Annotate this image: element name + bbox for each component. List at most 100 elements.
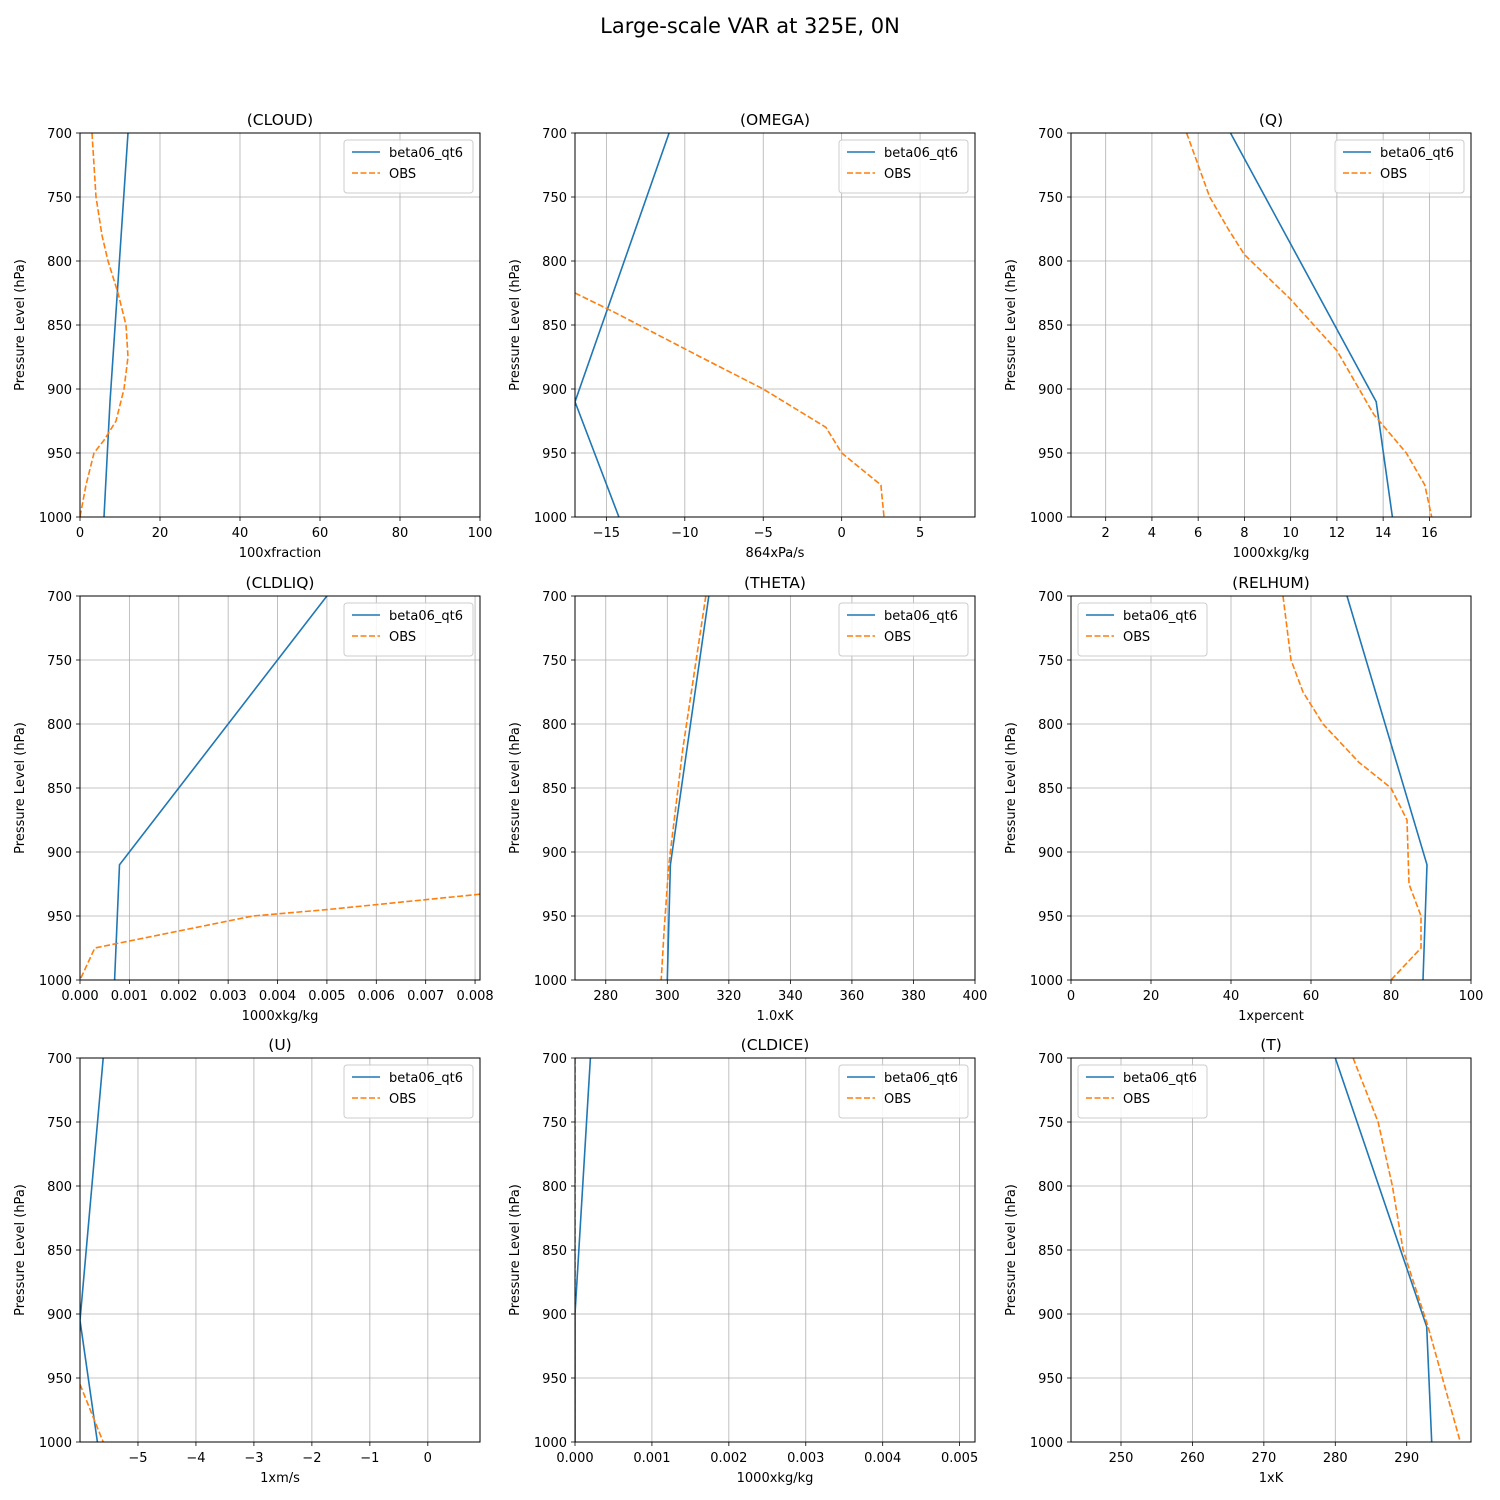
- series-line-model: [575, 1058, 592, 1442]
- x-tick-label: 0.000: [556, 1451, 593, 1466]
- series-line-obs: [80, 1384, 104, 1442]
- x-axis-label: 100xfraction: [239, 546, 321, 561]
- x-tick-label: 10: [1282, 526, 1299, 541]
- y-tick-label: 900: [47, 1308, 72, 1323]
- x-tick-label: 340: [778, 989, 803, 1004]
- series-line-model: [666, 596, 710, 980]
- y-tick-label: 800: [1038, 1180, 1063, 1195]
- subplot-5: 280 300 320 340 360 380 400 700 750 800 850 900 950 1…: [508, 574, 987, 1024]
- x-tick-label: 0.003: [210, 989, 247, 1004]
- subplot-6: 0 20 40 60 80 100 700 750 800 850 900 950 1000 (RELHU…: [1004, 574, 1483, 1024]
- axes-frame: [79, 1057, 481, 1443]
- x-tick-label: 16: [1421, 526, 1438, 541]
- x-tick-label: 320: [716, 989, 741, 1004]
- legend: beta06_qt6 OBS: [343, 1064, 474, 1119]
- legend: beta06_qt6 OBS: [343, 139, 474, 194]
- x-tick-label: 260: [1180, 1451, 1205, 1466]
- y-tick-label: 800: [542, 255, 567, 270]
- y-tick-label: 1000: [1030, 974, 1063, 989]
- legend-label: beta06_qt6: [389, 609, 463, 624]
- x-tick-label: 100: [1459, 989, 1484, 1004]
- x-tick-label: 2: [1102, 526, 1110, 541]
- x-axis-label: 1.0xK: [757, 1009, 794, 1024]
- y-axis-label: Pressure Level (hPa): [508, 1184, 523, 1316]
- y-tick-label: 1000: [1030, 511, 1063, 526]
- y-tick-label: 900: [1038, 383, 1063, 398]
- y-tick-label: 950: [47, 447, 72, 462]
- y-tick-label: 800: [1038, 255, 1063, 270]
- x-tick-label: 20: [152, 526, 169, 541]
- x-tick-label: 0.005: [941, 1451, 978, 1466]
- x-tick-label: 0.005: [308, 989, 345, 1004]
- legend-label: beta06_qt6: [389, 1071, 463, 1086]
- y-tick-label: 1000: [534, 974, 567, 989]
- legend-label: beta06_qt6: [1380, 146, 1454, 161]
- y-tick-label: 850: [47, 1244, 72, 1259]
- y-tick-label: 900: [542, 1308, 567, 1323]
- legend-label: beta06_qt6: [884, 609, 958, 624]
- x-tick-label: 80: [392, 526, 409, 541]
- subplot-title: (CLDLIQ): [246, 574, 315, 592]
- y-tick-label: 900: [1038, 1308, 1063, 1323]
- y-axis-label: Pressure Level (hPa): [508, 259, 523, 391]
- x-tick-label: 80: [1383, 989, 1400, 1004]
- y-tick-label: 1000: [1030, 1436, 1063, 1451]
- x-tick-label: 40: [1223, 989, 1240, 1004]
- x-tick-label: 12: [1329, 526, 1346, 541]
- y-tick-label: 800: [542, 718, 567, 733]
- y-tick-label: 850: [542, 782, 567, 797]
- x-tick-label: 4: [1148, 526, 1156, 541]
- x-tick-label: 0.001: [633, 1451, 670, 1466]
- x-tick-label: 280: [593, 989, 618, 1004]
- y-tick-label: 900: [1038, 846, 1063, 861]
- y-tick-label: 700: [1038, 127, 1063, 142]
- x-axis-label: 1000xkg/kg: [737, 1471, 814, 1486]
- y-tick-label: 850: [47, 319, 72, 334]
- legend-box: [343, 602, 474, 657]
- x-tick-label: −15: [593, 526, 620, 541]
- legend-label: OBS: [389, 630, 416, 645]
- y-tick-label: 1000: [39, 974, 72, 989]
- x-axis-label: 1000xkg/kg: [1233, 546, 1310, 561]
- subplot-title: (T): [1260, 1036, 1282, 1054]
- axes-frame: [1070, 1057, 1472, 1443]
- x-tick-label: 60: [312, 526, 329, 541]
- y-tick-label: 750: [47, 1116, 72, 1131]
- y-tick-label: 700: [542, 590, 567, 605]
- legend: beta06_qt6 OBS: [1334, 139, 1465, 194]
- x-tick-label: −4: [186, 1451, 205, 1466]
- legend-box: [838, 139, 969, 194]
- axes-frame: [574, 1057, 976, 1443]
- x-tick-label: 0.002: [160, 989, 197, 1004]
- x-tick-label: 360: [840, 989, 865, 1004]
- legend-box: [1077, 1064, 1208, 1119]
- subplot-title: (CLDICE): [741, 1036, 810, 1054]
- x-tick-label: −1: [360, 1451, 379, 1466]
- y-tick-label: 950: [1038, 910, 1063, 925]
- y-tick-label: 750: [47, 654, 72, 669]
- y-axis-label: Pressure Level (hPa): [1004, 259, 1019, 391]
- y-tick-label: 800: [47, 255, 72, 270]
- legend-label: OBS: [884, 1092, 911, 1107]
- x-tick-label: 0: [1067, 989, 1075, 1004]
- x-tick-label: 0.007: [407, 989, 444, 1004]
- x-tick-label: 0: [838, 526, 846, 541]
- y-tick-label: 750: [542, 191, 567, 206]
- legend-label: OBS: [1123, 630, 1150, 645]
- x-tick-label: 0.004: [259, 989, 296, 1004]
- series-line-obs: [1185, 133, 1433, 517]
- y-tick-label: 900: [47, 846, 72, 861]
- x-tick-label: −5: [128, 1451, 147, 1466]
- legend-label: beta06_qt6: [884, 146, 958, 161]
- subplot-title: (U): [268, 1036, 291, 1054]
- y-tick-label: 850: [542, 1244, 567, 1259]
- x-tick-label: 0.001: [111, 989, 148, 1004]
- y-axis-label: Pressure Level (hPa): [13, 259, 28, 391]
- axes-frame: [1070, 132, 1472, 518]
- x-tick-label: 100: [468, 526, 493, 541]
- subplot-title: (THETA): [744, 574, 806, 592]
- legend-box: [343, 139, 474, 194]
- subplot-4: 0.000 0.001 0.002 0.003 0.004 0.005 0.006 0.007…: [13, 574, 494, 1024]
